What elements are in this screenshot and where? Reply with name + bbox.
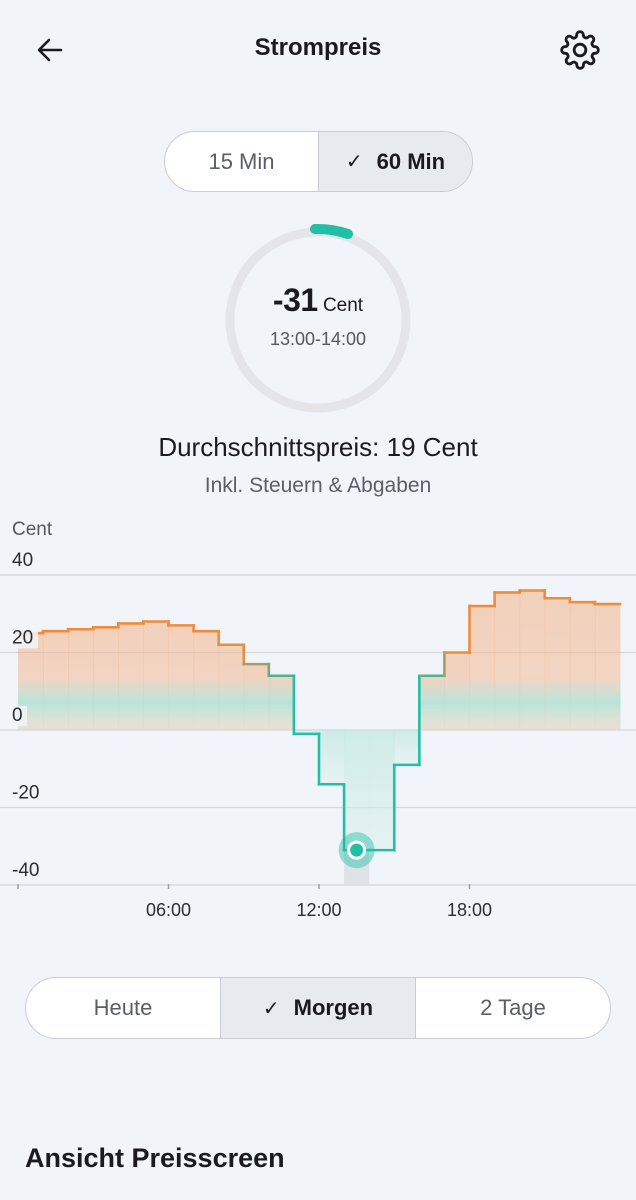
interval-option-15min[interactable]: 15 Min: [165, 132, 318, 191]
area-negative: [319, 730, 345, 785]
gauge-indicator: [310, 223, 353, 239]
range-option-label: Heute: [93, 995, 153, 1020]
area-neutral: [168, 675, 195, 730]
interval-option-label: 15 Min: [208, 148, 275, 174]
area-neutral: [569, 675, 596, 730]
check-icon: ✓: [345, 151, 363, 173]
price-gauge: [225, 223, 411, 413]
current-price-unit: Cent: [322, 295, 364, 316]
range-option-2-tage[interactable]: 2 Tage: [415, 978, 610, 1038]
arrow-left-icon: [37, 38, 63, 62]
y-axis-label: Cent: [12, 519, 53, 540]
area-negative: [293, 730, 320, 734]
current-price-time: 13:00-14:00: [269, 329, 367, 349]
back-button[interactable]: [28, 28, 72, 72]
area-neutral: [143, 675, 169, 730]
y-tick-label: 0: [12, 705, 23, 726]
tick-label-bg: [10, 783, 49, 804]
current-price-value: -31: [272, 282, 318, 318]
area-neutral: [243, 675, 270, 730]
area-neutral: [43, 675, 69, 730]
range-selector: Heute ✓ Morgen 2 Tage: [25, 977, 611, 1039]
area-neutral: [268, 675, 295, 730]
y-tick-label: 40: [12, 550, 33, 571]
tick-label-bg: [10, 628, 38, 649]
section-title: Ansicht Preisscreen: [25, 1143, 285, 1173]
range-option-label: Morgen: [293, 995, 374, 1020]
range-option-heute[interactable]: Heute: [26, 978, 220, 1038]
area-neutral: [68, 675, 94, 730]
area-neutral: [444, 675, 470, 730]
area-negative: [394, 730, 420, 765]
area-negative: [369, 730, 395, 851]
app-header: Strompreis: [0, 0, 636, 100]
page-title: Strompreis: [254, 34, 382, 61]
gear-icon: [560, 30, 600, 70]
settings-button[interactable]: [556, 28, 604, 72]
area-neutral: [544, 675, 571, 730]
range-option-morgen[interactable]: ✓ Morgen: [220, 978, 415, 1038]
average-price-subtitle: Inkl. Steuern & Abgaben: [204, 474, 432, 497]
area-negative: [344, 730, 370, 851]
current-price-display: -31 Cent 13:00-14:00: [218, 282, 418, 350]
area-neutral: [419, 675, 445, 730]
y-tick-label: 20: [12, 628, 33, 649]
interval-option-60min[interactable]: ✓ 60 Min: [318, 132, 472, 191]
tick-label-bg: [10, 706, 27, 726]
range-option-label: 2 Tage: [480, 995, 546, 1020]
area-neutral: [594, 675, 621, 730]
area-neutral: [519, 675, 546, 730]
interval-option-label: 60 Min: [376, 148, 446, 174]
interval-selector: 15 Min ✓ 60 Min: [164, 131, 473, 192]
area-neutral: [118, 675, 144, 730]
tick-label-bg: [10, 551, 38, 571]
current-price: -31 Cent: [218, 282, 418, 319]
average-price: Durchschnittspreis: 19 Cent: [158, 432, 478, 462]
area-neutral: [494, 675, 521, 730]
check-icon: ✓: [262, 997, 280, 1020]
area-neutral: [218, 675, 245, 730]
x-tick-label: 06:00: [146, 900, 191, 920]
x-tick-label: 12:00: [296, 900, 341, 920]
x-tick-label: 18:00: [447, 900, 492, 920]
area-neutral: [469, 675, 496, 730]
area-neutral: [193, 675, 220, 730]
y-tick-label: -40: [12, 860, 39, 881]
area-neutral: [93, 675, 119, 730]
y-tick-label: -20: [12, 783, 39, 804]
price-chart[interactable]: 40 20 0 -20 -40 Cent 06:00 12:00 18:00: [0, 510, 636, 930]
selected-point-center: [353, 846, 361, 854]
tick-label-bg: [10, 861, 49, 881]
